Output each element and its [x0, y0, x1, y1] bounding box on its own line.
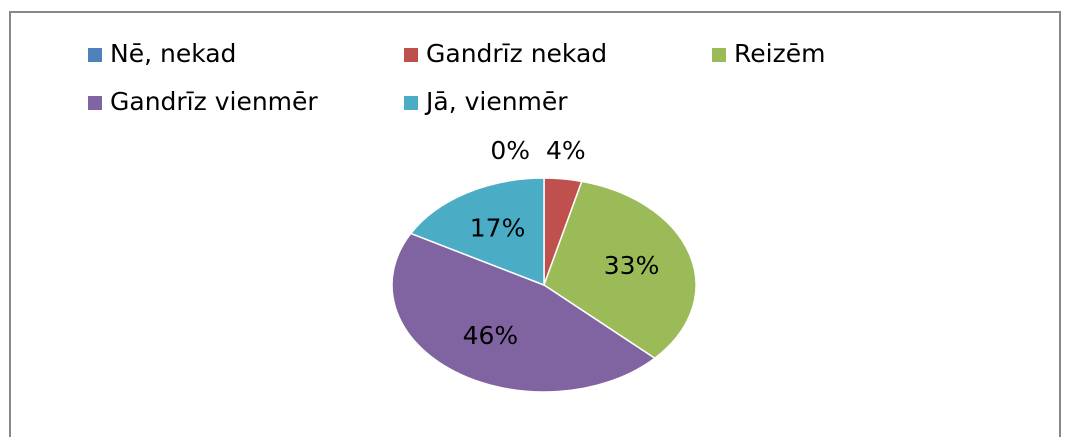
legend-label: Reizēm: [734, 39, 825, 68]
pie-slice: [391, 232, 657, 393]
data-label: 4%: [546, 136, 586, 165]
legend-swatch: [88, 96, 102, 110]
data-label: 33%: [604, 251, 660, 280]
data-label: 17%: [470, 214, 526, 243]
legend-swatch: [404, 96, 418, 110]
legend-swatch: [88, 48, 102, 62]
legend-swatch: [712, 48, 726, 62]
pie-slice: [543, 180, 697, 360]
legend-label: Gandrīz vienmēr: [110, 87, 318, 116]
pie-slice: [409, 177, 545, 287]
legend-swatch: [404, 48, 418, 62]
legend-label: Jā, vienmēr: [424, 87, 568, 116]
data-label: 0%: [490, 136, 530, 165]
legend-label: Nē, nekad: [110, 39, 236, 68]
legend-label: Gandrīz nekad: [426, 39, 607, 68]
data-label: 46%: [463, 321, 519, 350]
